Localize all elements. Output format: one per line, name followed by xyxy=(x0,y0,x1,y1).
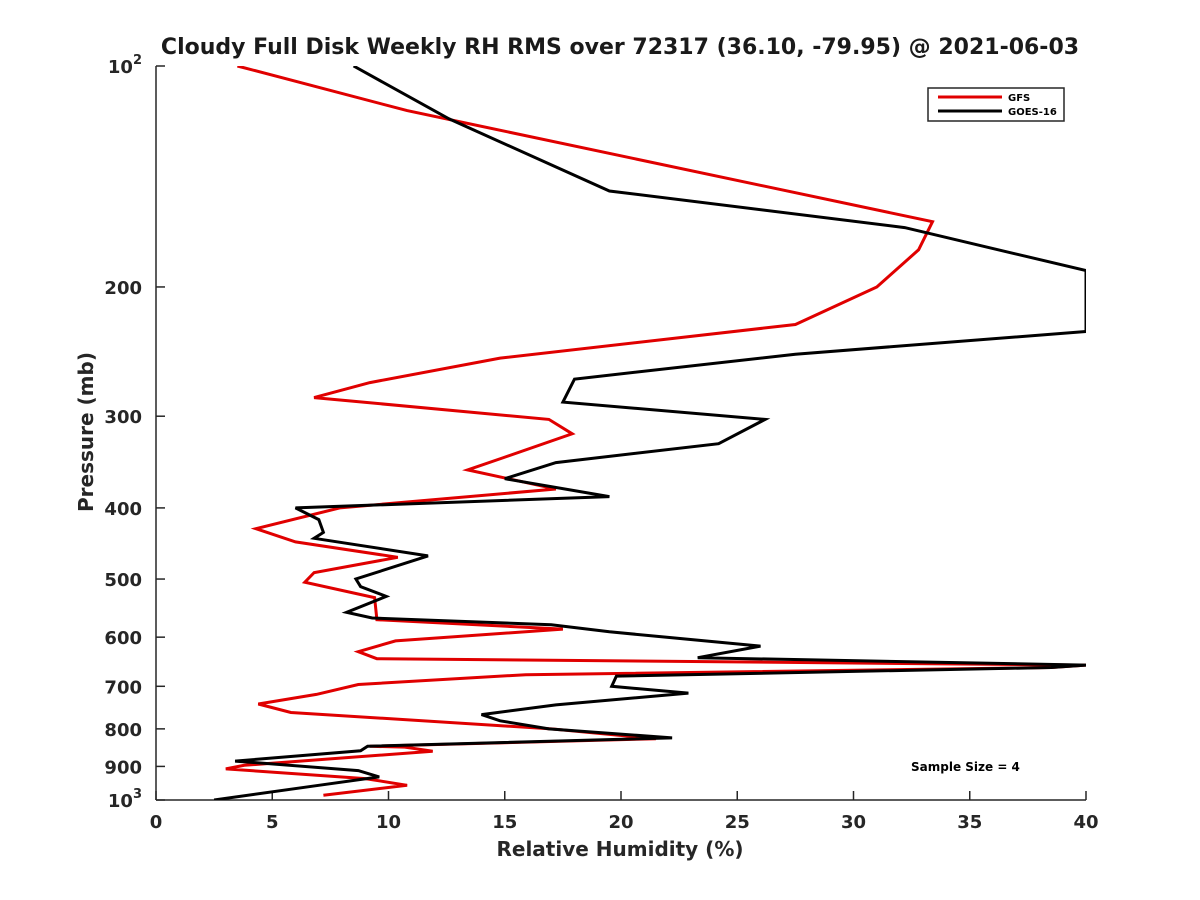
y-tick-label: 102 xyxy=(108,53,142,78)
series-layer xyxy=(213,66,1086,800)
x-ticks: 0 5 10 15 20 25 30 35 40 xyxy=(150,791,1099,833)
y-axis-label: Pressure (mb) xyxy=(74,352,98,512)
y-tick-label: 700 xyxy=(104,677,142,698)
y-tick-label: 300 xyxy=(104,407,142,428)
y-ticks: 102 200 300 400 500 600 700 800 900 103 xyxy=(104,53,165,812)
x-tick-label: 25 xyxy=(725,812,750,833)
x-tick-label: 15 xyxy=(492,812,517,833)
x-tick-label: 35 xyxy=(957,812,982,833)
legend-box xyxy=(927,87,1065,122)
plot-area xyxy=(155,66,1086,801)
x-tick-label: 40 xyxy=(1073,812,1098,833)
x-tick-label: 5 xyxy=(266,812,279,833)
chart-title: Cloudy Full Disk Weekly RH RMS over 7231… xyxy=(161,35,1079,60)
y-tick-label: 400 xyxy=(104,499,142,520)
plot-background xyxy=(156,66,1086,800)
y-tick-label: 200 xyxy=(104,278,142,299)
series-line-goes16 xyxy=(213,66,1086,800)
x-tick-label: 20 xyxy=(608,812,633,833)
x-tick-label: 0 xyxy=(150,812,163,833)
x-axis-label: Relative Humidity (%) xyxy=(496,837,743,861)
y-tick-label: 900 xyxy=(104,757,142,778)
legend-label-goes16: GOES-16 xyxy=(1008,107,1057,118)
legend: GFS GOES-16 xyxy=(927,87,1065,122)
x-tick-label: 30 xyxy=(841,812,866,833)
sample-size-annotation: Sample Size = 4 xyxy=(911,760,1020,774)
y-tick-label: 103 xyxy=(108,787,142,812)
y-tick-label: 500 xyxy=(104,570,142,591)
legend-label-gfs: GFS xyxy=(1008,93,1030,104)
y-tick-label: 600 xyxy=(104,628,142,649)
y-tick-label: 800 xyxy=(104,720,142,741)
x-tick-label: 10 xyxy=(376,812,401,833)
